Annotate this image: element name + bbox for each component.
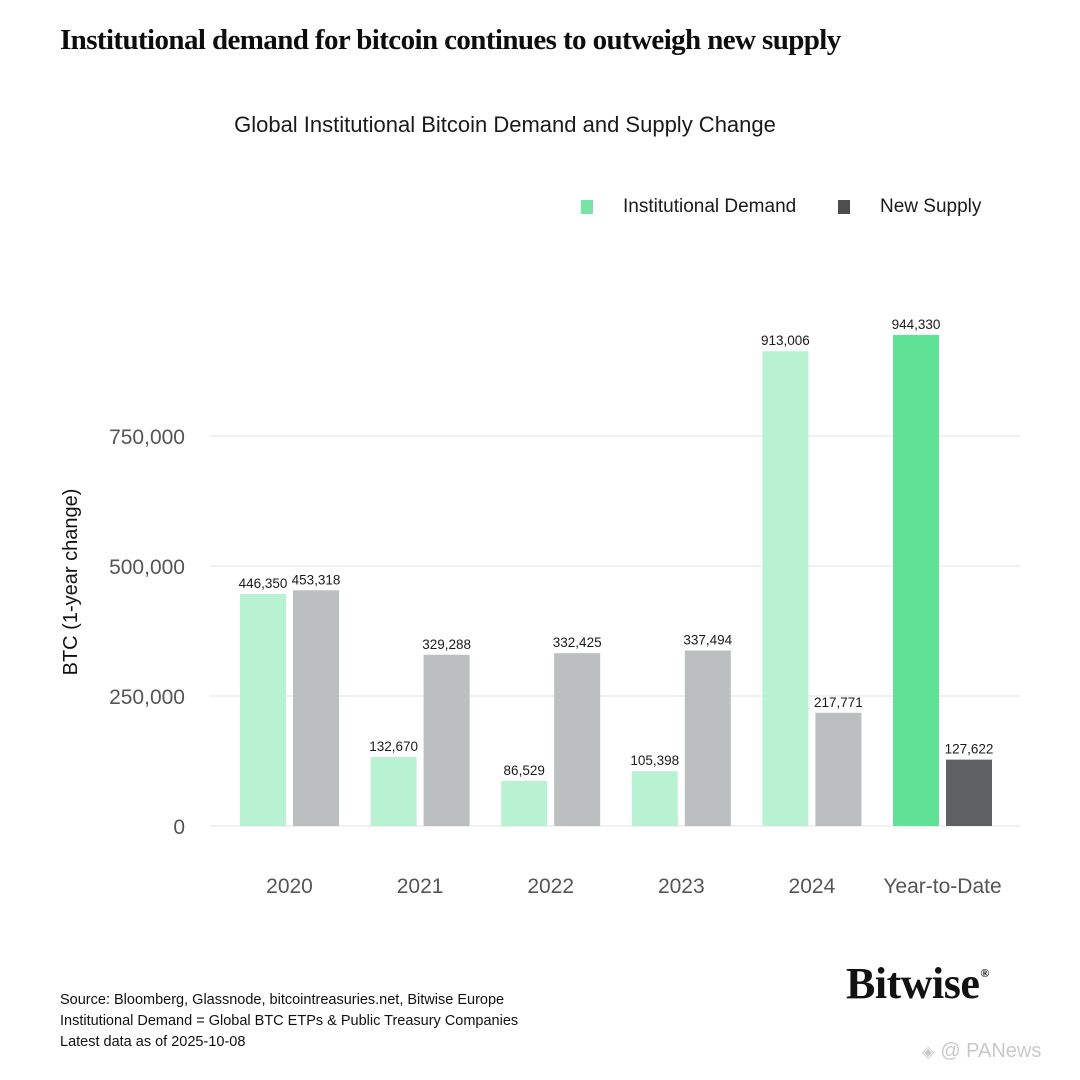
legend-item-institutional-demand: Institutional Demand [581,196,796,218]
bar-supply [815,712,862,826]
source-line: Source: Bloomberg, Glassnode, bitcointre… [60,992,505,1008]
x-tick-label: 2024 [789,875,836,898]
data-label-demand: 913,006 [761,333,810,348]
bar-demand [370,757,417,826]
y-axis-label: BTC (1-year change) [60,489,82,676]
watermark: ◈ @ PANews [922,1040,1041,1063]
data-label-supply: 337,494 [683,633,732,648]
x-tick-label: 2022 [527,875,574,898]
diamond-logo-icon: ◈ [922,1044,935,1061]
bar-supply [946,759,992,826]
legend-item-new-supply: New Supply [838,196,981,218]
data-date-line: Latest data as of 2025-10-08 [60,1034,246,1050]
data-label-supply: 329,288 [422,637,471,652]
bar-supply [684,650,731,826]
x-axis-ticks: 2020 2021 2022 2023 2024 Year-to-Date [266,875,1002,898]
data-label-demand: 105,398 [630,753,679,768]
legend-label-supply: New Supply [880,196,982,217]
bar-chart: 0 250,000 500,000 750,000 BTC (1-year chang… [60,317,1020,898]
bar-demand [631,771,678,826]
y-tick-label: 750,000 [109,426,185,449]
data-label-supply: 332,425 [553,635,602,650]
legend-label-demand: Institutional Demand [623,196,797,217]
bar-demand [240,593,286,826]
legend-swatch-supply [838,200,850,214]
bar-demand [762,351,809,826]
data-label-demand: 446,350 [239,576,288,591]
data-label-supply: 217,771 [814,695,863,710]
brand-logo: Bitwise® [846,958,989,1009]
x-tick-label: 2023 [658,875,705,898]
bar-supply [554,653,601,826]
chart-title: Global Institutional Bitcoin Demand and … [234,112,776,137]
y-tick-label: 500,000 [109,556,185,579]
legend-swatch-demand [581,200,593,214]
bar-demand [893,334,939,826]
headline: Institutional demand for bitcoin continu… [60,24,841,56]
x-tick-label: Year-to-Date [883,875,1001,898]
bars [240,334,992,826]
source-notes: Source: Bloomberg, Glassnode, bitcointre… [60,990,518,1053]
bar-supply [293,590,339,826]
y-axis-ticks: 0 250,000 500,000 750,000 [109,426,185,839]
x-tick-label: 2021 [397,875,444,898]
registered-mark: ® [980,966,989,980]
brand-name: Bitwise [846,959,980,1008]
data-label-supply: 453,318 [292,572,341,587]
data-label-demand: 944,330 [892,317,941,332]
data-label-supply: 127,622 [945,742,994,757]
bar-demand [501,781,548,826]
watermark-text: @ PANews [940,1040,1042,1062]
data-label-demand: 132,670 [369,739,418,754]
y-tick-label: 250,000 [109,686,185,709]
data-label-demand: 86,529 [504,763,545,778]
bar-supply [423,654,470,826]
data-labels: 446,350 453,318 132,670 329,288 86,529 332,42… [239,317,994,778]
x-tick-label: 2020 [266,875,313,898]
grid-lines [210,435,1020,827]
definition-line: Institutional Demand = Global BTC ETPs &… [60,1013,519,1029]
y-tick-label: 0 [173,816,185,839]
